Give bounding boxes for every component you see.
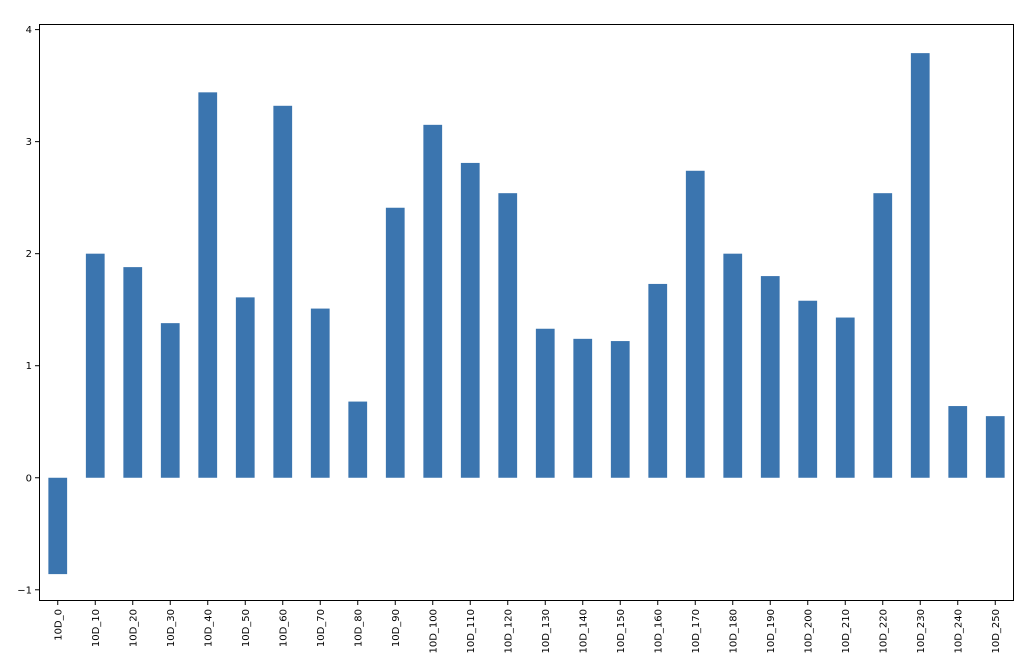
x-tick-label: 10D_250 xyxy=(991,609,1002,654)
bar-10D_240 xyxy=(948,406,968,478)
bar-10D_130 xyxy=(535,328,555,478)
x-tick-label: 10D_230 xyxy=(916,609,927,654)
bar-10D_180 xyxy=(723,253,743,478)
x-tick-label: 10D_170 xyxy=(691,609,702,654)
bar-10D_140 xyxy=(573,338,593,478)
bar-10D_40 xyxy=(198,92,218,478)
bar-10D_0 xyxy=(48,477,68,575)
y-tick-label: 2 xyxy=(26,249,32,260)
x-tick-label: 10D_80 xyxy=(353,609,364,647)
bar-10D_60 xyxy=(273,105,293,478)
bar-10D_10 xyxy=(85,253,105,478)
y-tick-label: 0 xyxy=(26,473,32,484)
bar-10D_190 xyxy=(760,276,780,478)
y-tick-label: 1 xyxy=(26,361,32,372)
bar-10D_210 xyxy=(835,317,855,478)
x-tick-label: 10D_130 xyxy=(541,609,552,654)
bar-10D_30 xyxy=(160,323,180,478)
bar-10D_160 xyxy=(648,283,668,478)
x-tick-label: 10D_50 xyxy=(241,609,252,647)
x-tick-label: 10D_90 xyxy=(391,609,402,647)
bar-10D_250 xyxy=(985,416,1005,478)
bar-10D_20 xyxy=(123,267,143,478)
x-tick-label: 10D_180 xyxy=(728,609,739,654)
x-tick-label: 10D_200 xyxy=(803,609,814,654)
bars-layer xyxy=(48,53,1005,575)
x-tick-label: 10D_30 xyxy=(166,609,177,647)
x-tick-label: 10D_120 xyxy=(503,609,514,654)
x-axis: 10D_0 10D_10 10D_20 10D_30 10D_40 10D_50 10D_6… xyxy=(53,601,1002,654)
x-tick-label: 10D_60 xyxy=(278,609,289,647)
bar-10D_100 xyxy=(423,124,443,478)
bar-10D_200 xyxy=(798,300,818,478)
x-tick-label: 10D_70 xyxy=(316,609,327,647)
bar-10D_80 xyxy=(348,401,368,478)
y-tick-label: 3 xyxy=(26,137,32,148)
x-tick-label: 10D_110 xyxy=(466,609,477,654)
bar-10D_90 xyxy=(385,207,405,478)
bar-10D_220 xyxy=(873,193,893,478)
x-tick-label: 10D_100 xyxy=(428,609,439,654)
x-tick-label: 10D_240 xyxy=(953,609,964,654)
bar-10D_110 xyxy=(460,162,480,478)
x-tick-label: 10D_40 xyxy=(203,609,214,647)
x-tick-label: 10D_140 xyxy=(578,609,589,654)
x-tick-label: 10D_10 xyxy=(91,609,102,647)
bar-10D_50 xyxy=(235,297,255,478)
bar-10D_170 xyxy=(685,170,705,478)
x-tick-label: 10D_210 xyxy=(841,609,852,654)
plot-frame xyxy=(39,24,1014,601)
x-tick-label: 10D_190 xyxy=(766,609,777,654)
x-tick-label: 10D_20 xyxy=(128,609,139,647)
bar-10D_120 xyxy=(498,193,518,478)
x-tick-label: 10D_160 xyxy=(653,609,664,654)
y-tick-label: −1 xyxy=(17,585,32,596)
x-tick-label: 10D_150 xyxy=(616,609,627,654)
bar-10D_70 xyxy=(310,308,330,478)
bar-10D_230 xyxy=(910,53,930,478)
bar-10D_150 xyxy=(610,341,630,478)
x-tick-label: 10D_0 xyxy=(53,609,64,641)
x-tick-label: 10D_220 xyxy=(878,609,889,654)
y-axis: −1 0 1 2 3 4 xyxy=(17,25,39,596)
y-tick-label: 4 xyxy=(26,25,32,36)
